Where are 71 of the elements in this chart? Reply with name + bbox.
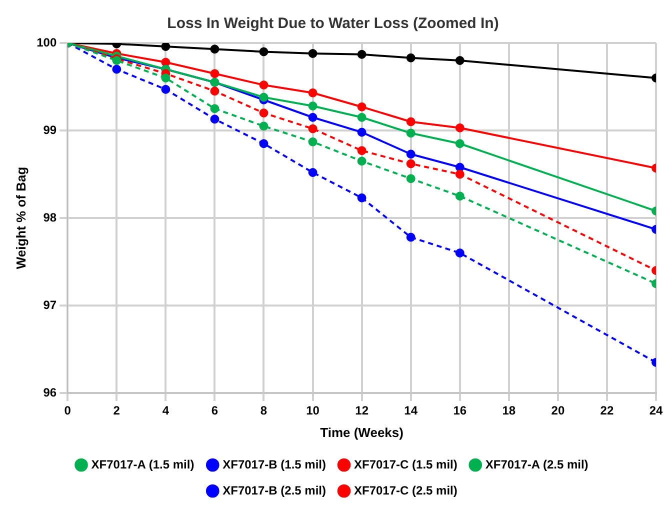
point [357,102,366,112]
x-axis-title: Time (Weeks) [320,424,404,440]
point [259,47,268,56]
point [357,128,366,137]
point [406,174,416,184]
point [455,170,464,179]
x-tick-label: 2 [113,404,120,418]
point [357,146,366,156]
y-tick-label: 99 [43,122,57,137]
point [161,58,170,67]
legend-label: XF7017-C (2.5 mil) [354,483,458,498]
x-tick-label: 6 [211,404,218,418]
point [259,108,268,118]
point [357,50,366,59]
x-tick-label: 18 [502,404,516,418]
point [259,122,268,131]
point [406,232,416,242]
point [308,124,318,134]
y-tick-label: 100 [36,35,57,50]
point [259,92,268,102]
point [455,162,464,172]
x-tick-label: 4 [162,404,170,418]
x-tick-label: 20 [551,404,565,418]
point [455,248,464,258]
point [112,64,122,74]
x-tick-label: 14 [404,404,418,418]
point [210,44,220,54]
chart-title: Loss In Weight Due to Water Loss (Zoomed In) [167,15,499,32]
point [161,43,170,51]
x-tick-label: 16 [453,404,467,418]
point [455,192,464,201]
point [357,112,366,122]
point [406,128,416,138]
point [308,49,318,58]
point [308,112,318,122]
point [161,74,170,82]
point [161,84,170,94]
y-tick-label: 97 [43,298,57,312]
point [210,114,220,124]
point [308,137,318,146]
y-tick-label: 98 [43,210,57,224]
point [406,53,416,62]
point [357,156,366,166]
point [210,86,220,96]
point [308,168,318,177]
point [259,139,268,148]
point [308,102,318,110]
x-tick-label: 24 [649,404,663,418]
x-tick-label: 0 [64,404,72,418]
point [210,104,220,114]
legend-label: XF7017-A (2.5 mil) [485,457,588,472]
point [210,69,220,78]
legend-label: XF7017-C (1.5 mil) [354,457,458,472]
point [259,80,268,90]
x-tick-label: 10 [306,404,320,418]
legend-label: XF7017-B (2.5 mil) [222,483,326,498]
point [455,123,464,132]
legend-label: XF7017-A (1.5 mil) [91,457,194,472]
point [406,117,416,126]
point [357,193,366,202]
x-tick-label: 12 [355,404,369,418]
point [308,88,318,98]
point [406,150,416,159]
x-tick-label: 22 [600,404,614,418]
point [406,159,416,168]
point [455,56,464,65]
point [455,139,464,148]
legend-label: XF7017-B (1.5 mil) [222,457,326,472]
y-axis-title: Weight % of Bag [13,166,28,270]
x-tick-label: 8 [260,404,268,418]
y-tick-label: 96 [43,385,57,400]
